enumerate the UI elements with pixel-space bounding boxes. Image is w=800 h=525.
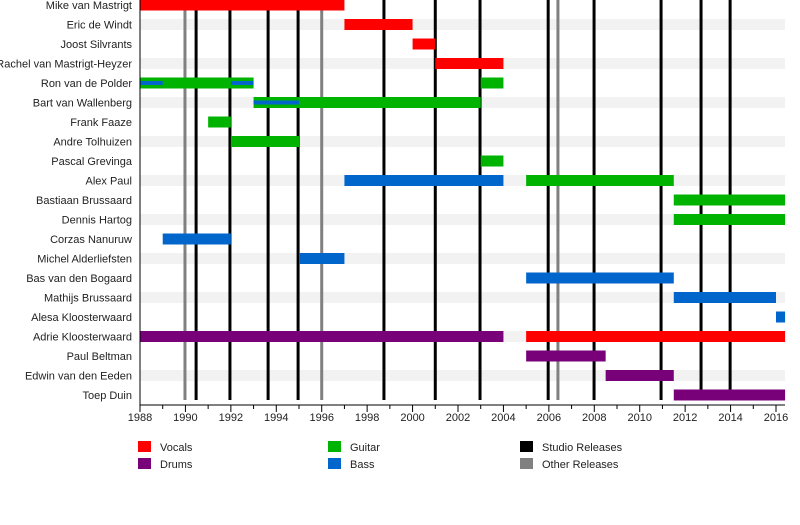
x-tick-label: 1994 bbox=[264, 412, 288, 424]
legend-label-vocals: Vocals bbox=[160, 442, 193, 454]
bar-bass bbox=[344, 175, 504, 186]
bar-bass bbox=[162, 233, 231, 245]
bar-guitar bbox=[208, 116, 231, 128]
bar-guitar bbox=[253, 97, 481, 108]
x-tick-label: 1998 bbox=[355, 412, 379, 424]
x-tick-label: 2008 bbox=[582, 412, 606, 424]
x-tick-label: 2014 bbox=[718, 412, 742, 424]
legend-label-bass: Bass bbox=[350, 459, 375, 471]
member-name-label: Alex Paul bbox=[86, 176, 132, 188]
member-name-label: Andre Tolhuizen bbox=[53, 137, 132, 149]
bar-bass bbox=[673, 292, 776, 303]
member-name-label: Alesa Kloosterwaard bbox=[31, 312, 132, 324]
bar-bass bbox=[230, 81, 254, 85]
member-name-label: Pascal Grevinga bbox=[51, 156, 133, 168]
bar-guitar bbox=[480, 155, 504, 167]
x-tick-label: 1996 bbox=[309, 412, 333, 424]
x-tick-label: 2016 bbox=[764, 412, 788, 424]
row-stripe bbox=[140, 136, 785, 147]
member-name-label: Bastiaan Brussaard bbox=[36, 195, 132, 207]
x-tick-label: 1990 bbox=[173, 412, 197, 424]
member-name-label: Eric de Windt bbox=[67, 20, 132, 32]
legend-swatch-drums bbox=[138, 458, 151, 469]
bar-drums bbox=[673, 389, 786, 401]
row-stripe bbox=[140, 292, 785, 303]
x-tick-label: 2012 bbox=[673, 412, 697, 424]
x-tick-label: 1988 bbox=[128, 412, 152, 424]
bar-guitar bbox=[673, 214, 786, 225]
member-name-label: Michel Alderliefsten bbox=[37, 254, 132, 266]
bar-bass bbox=[253, 100, 299, 105]
member-name-label: Ron van de Polder bbox=[41, 78, 132, 90]
member-name-label: Frank Faaze bbox=[70, 117, 132, 129]
row-stripe bbox=[140, 214, 785, 225]
member-name-label: Edwin van den Eeden bbox=[25, 371, 132, 383]
x-tick-label: 2002 bbox=[446, 412, 470, 424]
member-name-label: Dennis Hartog bbox=[62, 215, 132, 227]
legend-label-guitar: Guitar bbox=[350, 442, 380, 454]
bar-guitar bbox=[526, 175, 674, 186]
legend-label-studio: Studio Releases bbox=[542, 442, 623, 454]
bar-bass bbox=[776, 311, 786, 323]
bar-bass bbox=[526, 272, 674, 284]
legend-swatch-vocals bbox=[138, 441, 151, 452]
legend-swatch-studio bbox=[520, 441, 533, 452]
bar-vocals bbox=[435, 58, 504, 69]
x-tick-label: 2004 bbox=[491, 412, 515, 424]
bar-drums bbox=[605, 370, 674, 381]
x-tick-label: 1992 bbox=[219, 412, 243, 424]
bar-guitar bbox=[230, 136, 299, 147]
bar-vocals bbox=[140, 0, 345, 11]
bar-bass bbox=[299, 253, 345, 264]
member-name-label: Corzas Nanuruw bbox=[50, 234, 132, 246]
bar-vocals bbox=[526, 331, 786, 342]
x-tick-label: 2010 bbox=[627, 412, 651, 424]
legend-label-other: Other Releases bbox=[542, 459, 619, 471]
x-tick-label: 2006 bbox=[537, 412, 561, 424]
member-name-label: Mathijs Brussaard bbox=[44, 293, 132, 305]
bar-drums bbox=[140, 331, 504, 342]
x-tick-label: 2000 bbox=[400, 412, 424, 424]
bar-guitar bbox=[140, 77, 254, 89]
legend-swatch-bass bbox=[328, 458, 341, 469]
legend-swatch-other bbox=[520, 458, 533, 469]
member-name-label: Joost Silvrants bbox=[60, 39, 132, 51]
member-name-label: Rachel van Mastrigt-Heyzer bbox=[0, 59, 132, 71]
bar-vocals bbox=[344, 19, 413, 30]
row-stripe bbox=[140, 370, 785, 381]
bar-bass bbox=[140, 81, 163, 85]
member-name-label: Adrie Kloosterwaard bbox=[33, 332, 132, 344]
row-stripe bbox=[140, 19, 785, 30]
bar-drums bbox=[526, 350, 606, 362]
bar-guitar bbox=[673, 194, 786, 206]
member-name-label: Toep Duin bbox=[82, 390, 132, 402]
bar-vocals bbox=[412, 38, 436, 50]
legend-swatch-guitar bbox=[328, 441, 341, 452]
member-name-label: Bas van den Bogaard bbox=[26, 273, 132, 285]
member-name-label: Mike van Mastrigt bbox=[46, 0, 132, 12]
bar-guitar bbox=[480, 77, 504, 89]
member-name-label: Paul Beltman bbox=[67, 351, 132, 363]
member-name-label: Bart van Wallenberg bbox=[33, 98, 132, 110]
row-stripe bbox=[140, 253, 785, 264]
legend-label-drums: Drums bbox=[160, 459, 193, 471]
